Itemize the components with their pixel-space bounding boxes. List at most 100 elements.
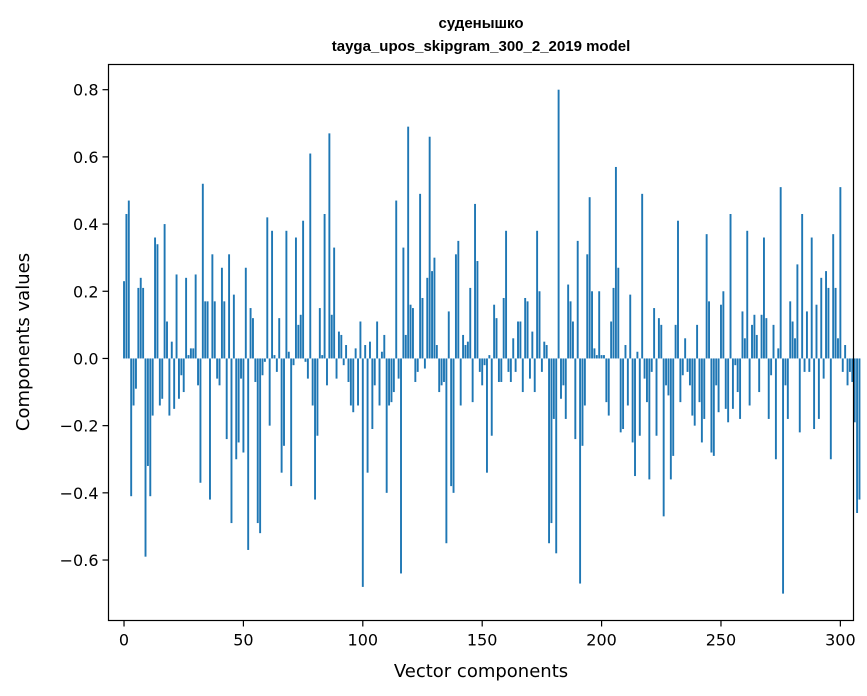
bar-158 [500, 358, 503, 382]
bar-96 [352, 358, 355, 413]
bar-124 [419, 193, 422, 359]
bar-184 [562, 358, 565, 386]
bar-150 [481, 358, 484, 386]
bar-62 [271, 230, 274, 359]
bar-232 [677, 220, 679, 359]
bar-40 [218, 358, 221, 386]
bar-163 [512, 338, 515, 359]
bar-217 [641, 193, 644, 359]
bar-7 [139, 277, 142, 359]
bar-126 [423, 358, 426, 369]
bar-88 [333, 247, 336, 359]
bar-186 [567, 284, 570, 359]
bar-68 [285, 230, 288, 359]
bar-216 [638, 358, 641, 436]
bar-223 [655, 358, 658, 436]
bar-98 [357, 358, 359, 406]
bar-200 [600, 355, 603, 359]
bar-114 [395, 200, 398, 359]
bar-161 [507, 358, 510, 372]
bar-20 [170, 341, 173, 359]
bar-0 [123, 281, 125, 359]
bar-39 [216, 358, 219, 379]
bar-283 [798, 358, 801, 433]
bar-303 [846, 358, 849, 386]
bar-190 [576, 240, 579, 359]
bar-127 [426, 277, 429, 359]
bar-256 [734, 358, 737, 366]
bar-201 [603, 355, 605, 359]
bar-8 [142, 287, 145, 359]
bar-31 [197, 358, 199, 386]
bar-299 [837, 338, 839, 359]
bar-162 [509, 358, 512, 382]
bar-34 [204, 301, 207, 359]
bar-99 [359, 321, 362, 359]
bar-1 [125, 213, 128, 359]
bar-306 [853, 358, 856, 423]
bar-147 [474, 203, 476, 359]
bar-282 [796, 264, 799, 359]
bar-61 [268, 358, 271, 426]
bar-48 [237, 358, 240, 443]
bar-63 [273, 355, 276, 359]
bar-233 [679, 358, 682, 403]
bar-135 [445, 358, 448, 544]
bar-278 [786, 358, 789, 419]
bar-38 [213, 301, 216, 359]
bar-198 [595, 355, 598, 359]
bar-307 [856, 358, 859, 513]
bar-234 [681, 358, 684, 376]
bar-213 [631, 358, 634, 443]
bar-170 [528, 358, 531, 379]
bar-125 [421, 297, 424, 359]
bar-41 [220, 267, 223, 359]
bar-94 [347, 358, 350, 382]
bar-230 [672, 358, 675, 456]
bar-155 [493, 304, 496, 359]
bar-173 [536, 230, 539, 359]
bar-3 [130, 358, 133, 497]
bar-235 [684, 338, 687, 359]
bar-185 [564, 358, 567, 419]
bar-159 [502, 297, 505, 359]
bar-144 [466, 341, 469, 359]
bar-218 [643, 358, 646, 379]
x-tick-label: 150 [467, 631, 498, 650]
bar-117 [402, 247, 405, 359]
bar-67 [283, 358, 285, 446]
bar-210 [624, 345, 627, 359]
y-tick-label: −0.6 [60, 551, 99, 570]
bar-290 [815, 304, 818, 359]
bar-257 [736, 358, 739, 393]
bar-107 [378, 358, 381, 406]
bar-64 [275, 358, 278, 372]
bar-92 [342, 358, 345, 366]
bar-29 [192, 348, 195, 359]
bar-81 [316, 358, 319, 436]
bar-12 [151, 358, 154, 416]
bar-105 [373, 358, 376, 386]
bar-180 [552, 358, 555, 419]
bar-166 [519, 321, 522, 359]
bar-16 [161, 358, 164, 399]
bar-295 [827, 287, 830, 359]
bar-304 [848, 358, 851, 372]
bar-288 [810, 237, 813, 359]
bar-5 [135, 358, 137, 389]
bar-66 [280, 358, 283, 473]
bar-103 [369, 341, 371, 359]
bar-305 [851, 358, 854, 382]
bar-236 [686, 358, 689, 372]
chart-title-line1: суденышко [438, 15, 523, 32]
bar-121 [411, 308, 414, 359]
bar-93 [345, 345, 348, 359]
x-tick-label: 300 [825, 631, 856, 650]
bar-231 [674, 324, 677, 359]
bar-211 [626, 358, 629, 406]
bar-197 [593, 348, 596, 359]
bar-145 [469, 287, 472, 359]
bar-131 [435, 345, 438, 359]
bar-87 [330, 314, 333, 359]
bar-204 [610, 321, 613, 359]
